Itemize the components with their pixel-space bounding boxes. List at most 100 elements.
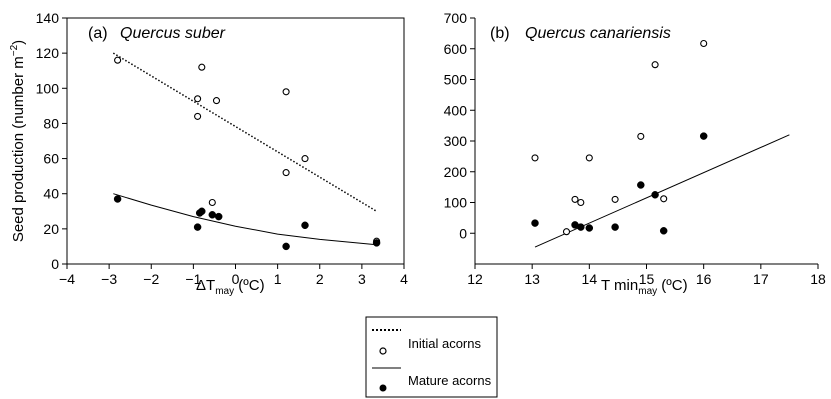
panel-a-y-tick-label: 0: [51, 256, 59, 272]
panel-a-y-axis-label: Seed production (number m−2): [9, 40, 27, 242]
panel-a: −4 −3 −2 −1 0 1 2 3 4 0 20 40 60 80 100 120 140 (a) Que…: [9, 10, 408, 297]
panel-a-y-ticks: 0 20 40 60 80 100 120 140: [36, 10, 67, 272]
panel-b-x-ticks: 12 13 14 15 16 17 18: [467, 264, 826, 287]
panel-b-mature-point: [699, 132, 708, 140]
panel-a-points: [113, 56, 381, 251]
panel-a-x-tick-label: −4: [59, 271, 75, 287]
panel-b-initial-point: [660, 195, 668, 203]
panel-b-x-tick-label: 18: [810, 271, 826, 287]
panel-b-xlabel-sub: may: [638, 286, 657, 297]
panel-b-mature-point: [531, 219, 539, 227]
panel-a-initial-point: [301, 155, 309, 163]
panel-b-x-tick-label: 12: [467, 271, 483, 287]
panel-a-ylabel-main: Seed production (number m: [10, 56, 27, 242]
panel-a-fit-mature: [113, 193, 377, 246]
panel-a-y-tick-label: 20: [43, 221, 59, 237]
panel-b-points: [531, 39, 708, 236]
panel-a-mature-point: [301, 221, 309, 230]
panel-a-y-tick-label: 60: [43, 151, 59, 167]
panel-a-x-tick-label: 4: [400, 271, 408, 287]
panel-b-mature-point: [585, 224, 594, 232]
panel-b-initial-point: [651, 61, 659, 69]
panel-a-xlabel-main: ΔT: [196, 277, 215, 294]
panel-b-x-tick-label: 17: [753, 271, 769, 287]
panel-b-y-tick-label: 600: [444, 41, 468, 57]
panel-a-y-tick-label: 100: [36, 80, 60, 96]
panel-a-label: (a): [88, 25, 108, 42]
panel-a-fit-initial: [112, 52, 377, 212]
legend-mature-marker: [379, 384, 387, 392]
panel-b-y-tick-label: 100: [444, 195, 468, 211]
panel-a-x-tick-label: 3: [358, 271, 366, 287]
panel-b-initial-point: [585, 154, 593, 162]
panel-b-mature-point: [651, 191, 659, 199]
panel-b: 12 13 14 15 16 17 18 0 100 200 300 400 500 600 700 (b…: [444, 10, 826, 297]
panel-a-ylabel-close: ): [10, 40, 27, 45]
panel-a-mature-point: [372, 239, 381, 247]
panel-b-initial-point: [577, 198, 585, 207]
panel-b-y-tick-label: 500: [444, 72, 468, 88]
panel-b-initial-point: [611, 195, 619, 203]
panel-b-initial-point: [700, 39, 708, 48]
panel-b-initial-point: [531, 154, 539, 162]
panel-a-y-tick-label: 40: [43, 186, 59, 202]
panel-b-y-tick-label: 200: [444, 164, 468, 180]
panel-a-y-tick-label: 140: [36, 10, 60, 26]
panel-b-x-tick-label: 13: [524, 271, 540, 287]
panel-a-x-axis-label: ΔTmay (ºC): [196, 277, 265, 297]
panel-b-mature-point: [659, 227, 668, 235]
panel-a-x-tick-label: −3: [101, 271, 117, 287]
panel-a-initial-point: [212, 97, 221, 105]
legend: Initial acorns Mature acorns: [365, 316, 498, 398]
panel-b-y-tick-label: 700: [444, 10, 468, 26]
panel-b-x-tick-label: 16: [696, 271, 712, 287]
panel-a-initial-point: [282, 169, 290, 177]
legend-initial-label: Initial acorns: [408, 336, 481, 351]
panel-a-x-ticks: −4 −3 −2 −1 0 1 2 3 4: [59, 264, 408, 287]
panel-a-mature-point: [113, 195, 122, 203]
panel-a-initial-point: [114, 56, 122, 64]
panel-b-y-ticks: 0 100 200 300 400 500 600 700: [444, 10, 475, 241]
panel-a-initial-point: [208, 198, 216, 207]
panel-a-mature-point: [198, 207, 206, 216]
panel-a-initial-point: [198, 63, 206, 71]
panel-b-initial-point: [571, 195, 579, 203]
panel-b-initial-point: [562, 228, 571, 236]
panel-a-x-tick-label: 0: [232, 271, 240, 287]
panel-a-initial-point: [194, 112, 202, 120]
panel-b-x-axis-label: T minmay (ºC): [601, 277, 688, 297]
panel-a-y-tick-label: 80: [43, 115, 59, 131]
panel-b-initial-point: [637, 132, 645, 140]
panel-a-initial-point: [282, 88, 290, 96]
panel-b-y-tick-label: 0: [459, 225, 467, 241]
panel-a-mature-point: [193, 223, 202, 231]
panel-b-xlabel-main: T min: [601, 277, 638, 294]
panel-a-x-tick-label: 1: [274, 271, 282, 287]
panel-b-mature-point: [637, 181, 645, 189]
panel-a-mature-point: [282, 242, 290, 251]
legend-box: [365, 316, 498, 398]
panel-a-mature-point: [214, 212, 223, 221]
panel-b-mature-point: [611, 223, 619, 231]
panel-a-ylabel-sup: −2: [9, 44, 20, 56]
panel-a-xlabel-sub: may: [215, 286, 234, 297]
panel-b-x-tick-label: 14: [582, 271, 598, 287]
panel-a-fit-lines: [112, 52, 377, 246]
panel-a-y-tick-label: 120: [36, 45, 60, 61]
panel-b-y-tick-label: 400: [444, 102, 468, 118]
panel-a-mature-point: [208, 211, 217, 219]
panel-a-xlabel-unit: (ºC): [234, 277, 264, 294]
panel-a-x-tick-label: −1: [185, 271, 201, 287]
panel-a-initial-point: [194, 95, 202, 103]
panel-a-x-tick-label: 2: [316, 271, 324, 287]
panel-b-mature-point: [577, 223, 585, 231]
panel-b-x-tick-label: 15: [639, 271, 655, 287]
panel-b-xlabel-unit: (ºC): [657, 277, 687, 294]
panel-b-y-tick-label: 300: [444, 133, 468, 149]
legend-mature-label: Mature acorns: [408, 373, 492, 388]
panel-a-x-tick-label: −2: [143, 271, 159, 287]
legend-initial-marker: [379, 347, 387, 355]
panel-b-label: (b): [490, 25, 510, 42]
panel-b-title: Quercus canariensis: [525, 25, 671, 42]
